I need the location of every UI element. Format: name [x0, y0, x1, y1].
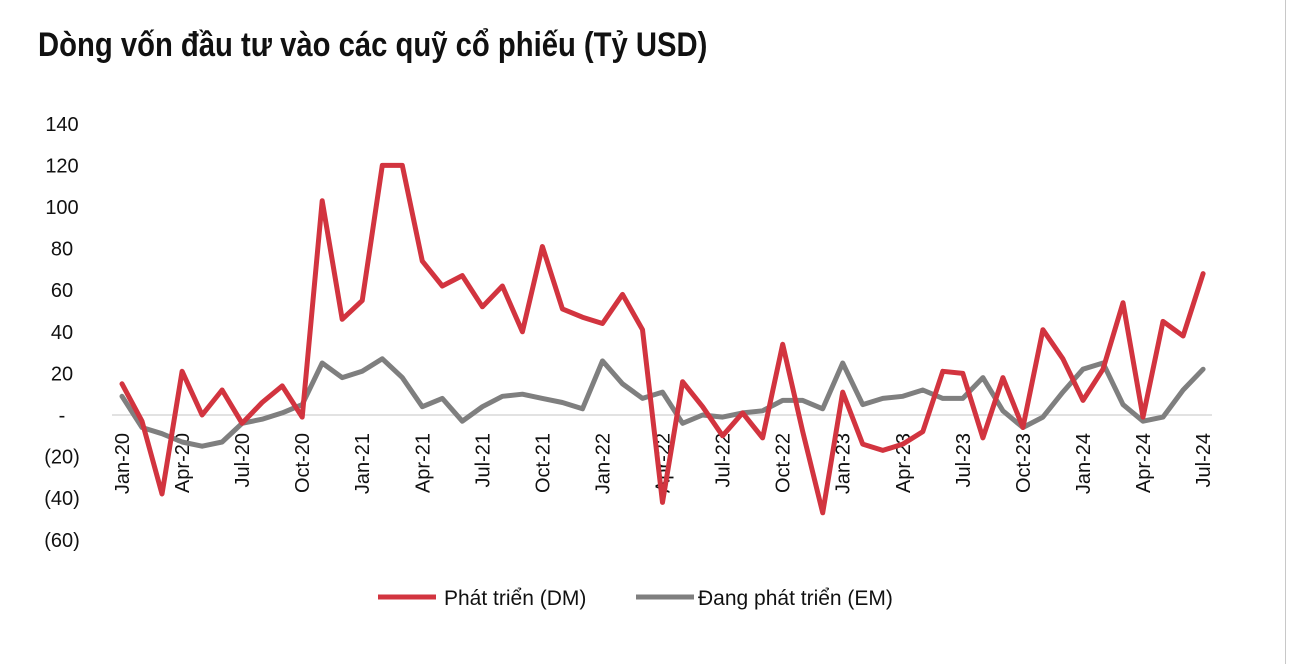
x-tick-label: Jan-23: [833, 433, 855, 494]
right-border-line: [1285, 0, 1286, 664]
x-tick-label: Apr-24: [1133, 433, 1155, 493]
x-tick-label: Jul-23: [953, 433, 975, 487]
x-tick-label: Jul-24: [1193, 433, 1215, 487]
x-tick-label: Jul-22: [713, 433, 735, 487]
x-tick-label: Jan-22: [592, 433, 614, 494]
y-tick-label: (40): [44, 488, 80, 510]
chart-title: Dòng vốn đầu tư vào các quỹ cổ phiếu (Tỷ…: [38, 26, 708, 64]
dm-series-line: [119, 162, 1206, 516]
y-tick-label: 140: [45, 114, 78, 136]
y-tick-label: 120: [45, 155, 78, 177]
legend-em-label: Đang phát triển (EM): [698, 587, 893, 610]
x-tick-label: Jan-21: [352, 433, 374, 494]
x-tick-label: Oct-21: [532, 433, 554, 493]
x-tick-label: Apr-21: [412, 433, 434, 493]
legend-dm-label: Phát triển (DM): [444, 587, 586, 610]
y-tick-label: 100: [45, 197, 78, 219]
y-tick-label: (60): [44, 530, 80, 552]
x-tick-label: Apr-20: [172, 433, 194, 493]
y-tick-label: -: [59, 405, 66, 427]
x-tick-label: Jan-24: [1073, 433, 1095, 494]
x-tick-label: Oct-23: [1013, 433, 1035, 493]
x-tick-label: Oct-20: [292, 433, 314, 493]
y-tick-label: 40: [51, 322, 73, 344]
y-tick-label: 20: [51, 363, 73, 385]
y-tick-label: 60: [51, 280, 73, 302]
y-tick-label: 80: [51, 239, 73, 261]
x-tick-label: Oct-22: [773, 433, 795, 493]
x-tick-label: Jul-21: [472, 433, 494, 487]
x-tick-label: Jul-20: [232, 433, 254, 487]
y-tick-label: (20): [44, 447, 80, 469]
x-tick-label: Jan-20: [112, 433, 134, 494]
